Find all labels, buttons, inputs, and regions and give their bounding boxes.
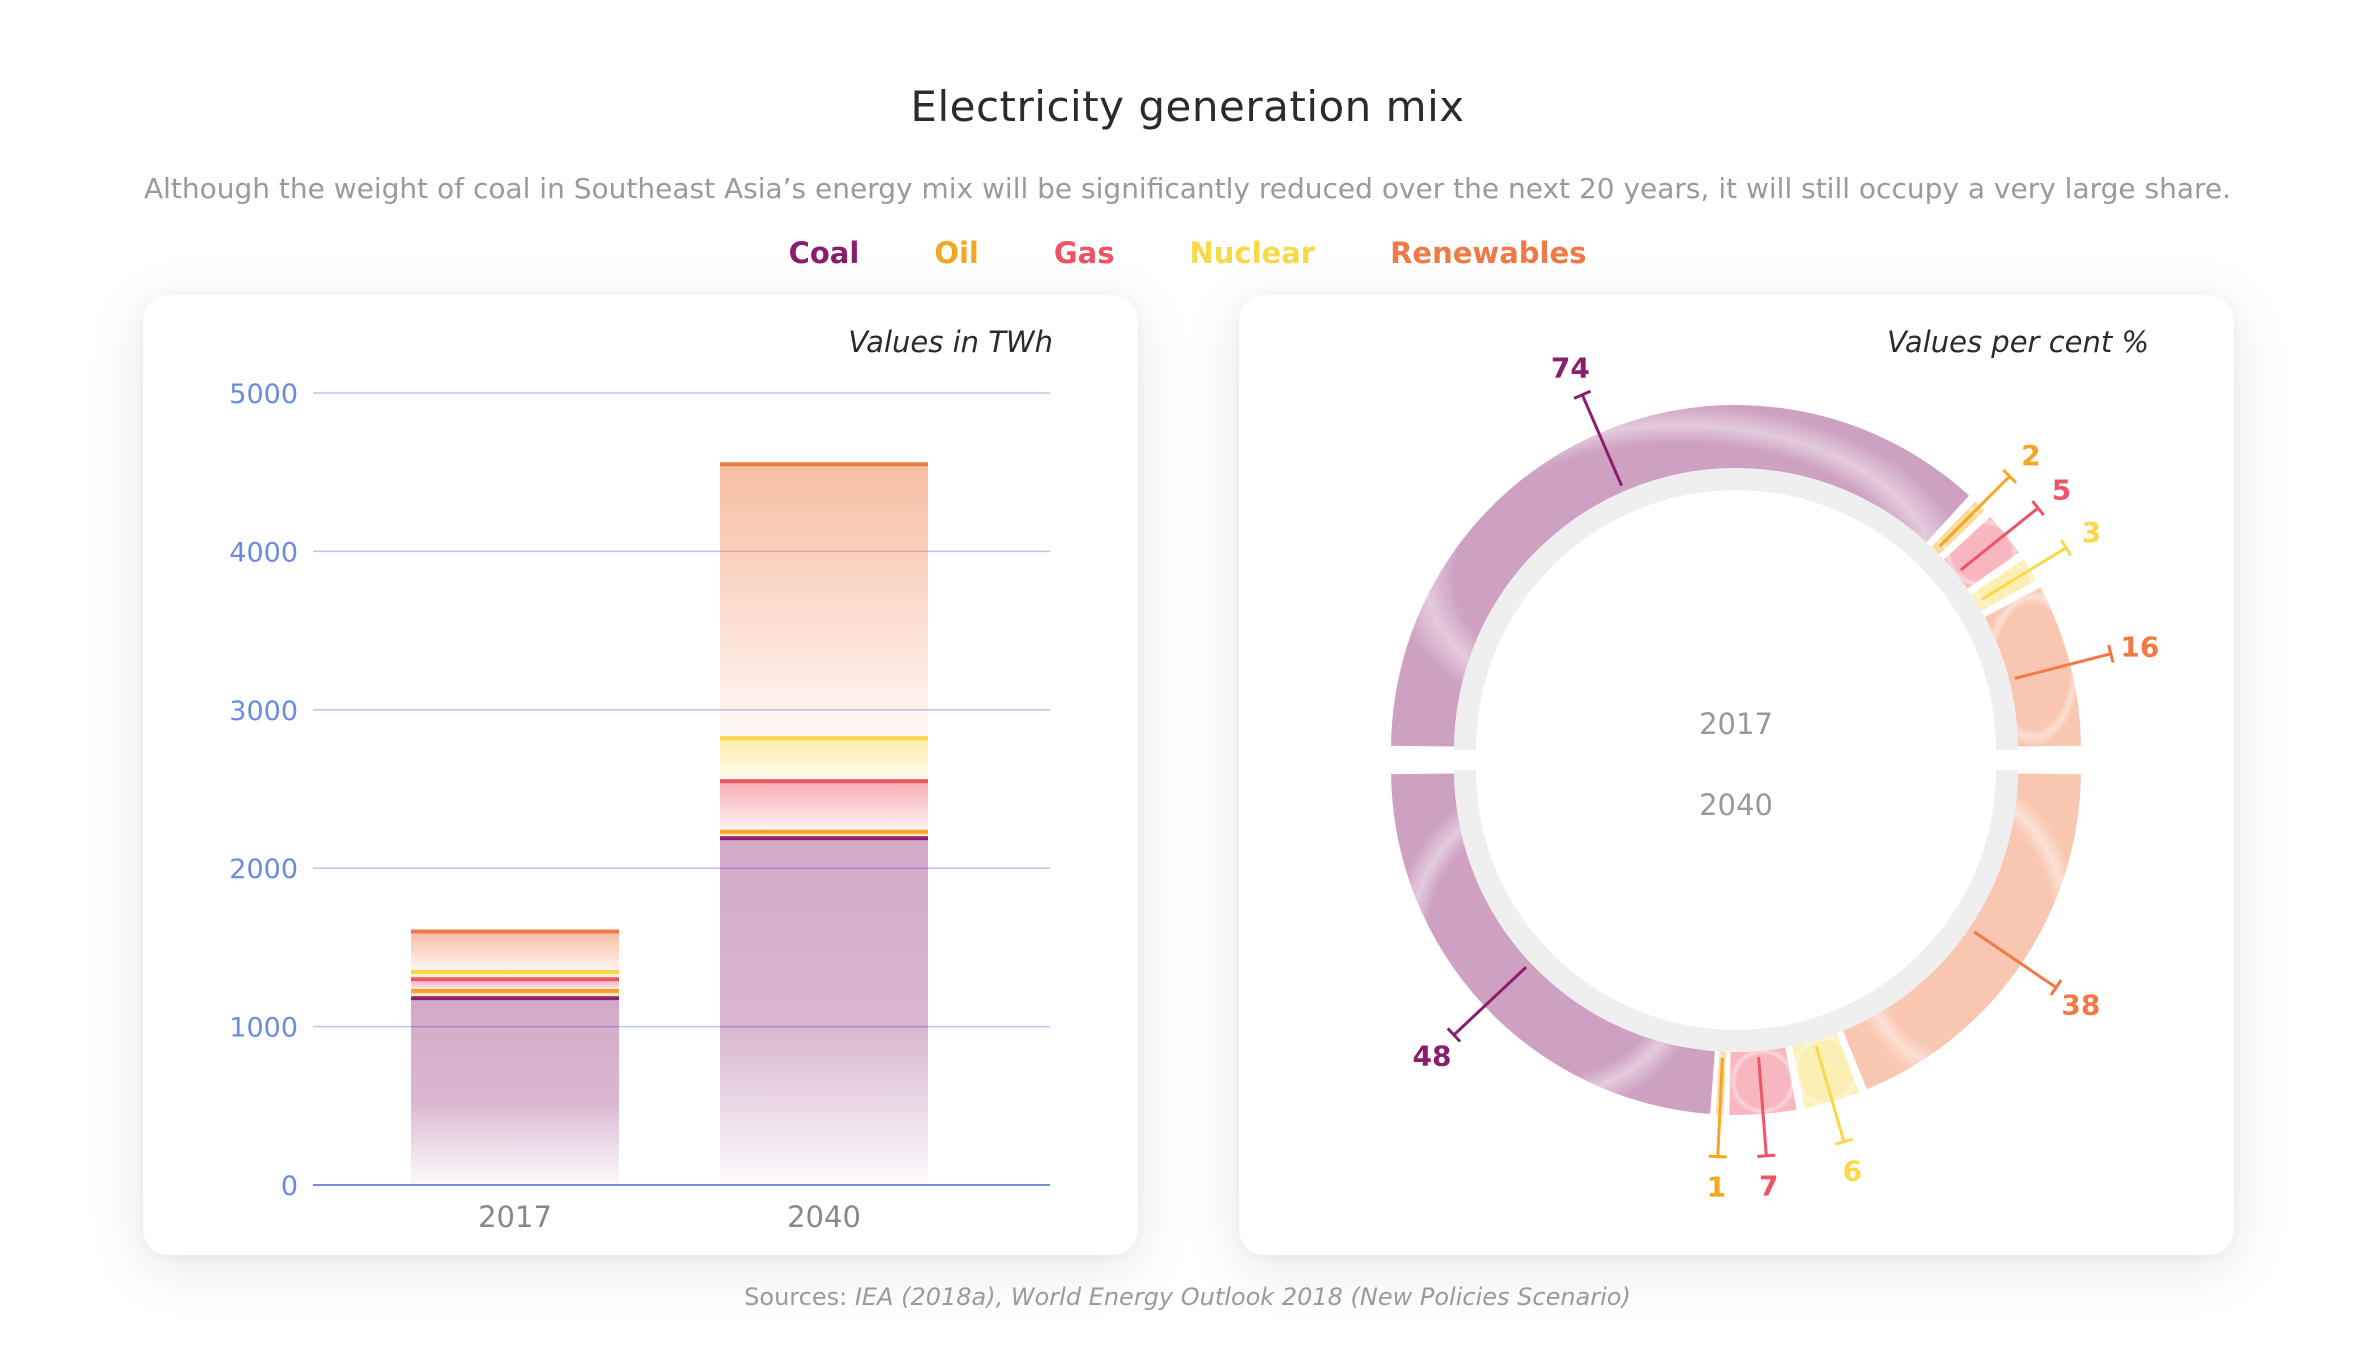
bar-segment-coal-2017: [411, 998, 619, 1185]
legend-item-gas: Gas: [1053, 236, 1115, 270]
y-tick-label: 2000: [229, 854, 298, 885]
bar-segment-gas-2040: [720, 781, 928, 832]
ring-segment-shade: [1843, 773, 2081, 1090]
ring-segment-shade: [1391, 773, 1715, 1115]
bar-segment-nuclear-2017: [411, 971, 619, 980]
ring-marker-cap: [2049, 979, 2063, 996]
ring-value-label: 6: [1843, 1154, 1862, 1187]
x-tick-label: 2017: [478, 1200, 552, 1234]
page-subtitle: Although the weight of coal in Southeast…: [143, 172, 2232, 205]
bar-segment-renewables-2040: [720, 464, 928, 739]
source-prefix: Sources:: [744, 1283, 855, 1311]
ring-segment-shade: [1792, 1033, 1860, 1109]
ring-marker-cap: [1446, 1027, 1462, 1043]
ring-marker-gas-2040: [1757, 1056, 1768, 1156]
legend: Coal Oil Gas Nuclear Renewables: [0, 236, 2375, 270]
ring-marker-coal-2040: [1452, 966, 1528, 1037]
ring-chart-card: Values per cent % 74 2 5 3 16 2017 48 1 7 6 38 2040: [1239, 295, 2234, 1255]
legend-item-coal: Coal: [788, 236, 860, 270]
ring-marker-nuclear-2017: [1980, 546, 2067, 601]
legend-item-nuclear: Nuclear: [1189, 236, 1316, 270]
y-tick-label: 4000: [229, 537, 298, 568]
bar-segment-nuclear-2040: [720, 738, 928, 782]
ring-marker-cap: [1708, 1154, 1727, 1159]
bar-segment-oil-2040: [720, 831, 928, 839]
ring-inner-disc: [1476, 770, 1996, 1030]
ring-marker-renewables-2040: [1973, 930, 2057, 989]
ring-year-label: 2040: [1699, 788, 1773, 822]
ring-value-label: 1: [1707, 1171, 1726, 1204]
ring-value-label: 38: [2061, 988, 2100, 1021]
source-text: IEA (2018a), World Energy Outlook 2018 (…: [854, 1283, 1631, 1311]
ring-segment-shade: [1729, 1047, 1797, 1115]
ring-marker-gas-2017: [1959, 506, 2039, 572]
ring-value-label: 48: [1413, 1039, 1452, 1072]
ring-marker-cap: [1757, 1153, 1776, 1159]
x-tick-label: 2040: [787, 1200, 861, 1234]
ring-segment-shade: [1984, 587, 2081, 747]
ring-value-label: 2: [2021, 439, 2040, 472]
bar-chart: 0 1000 2000 3000 4000 5000 2017 2040: [229, 379, 1050, 1234]
y-tick-label: 0: [281, 1171, 298, 1202]
bar-segment-coal-2040: [720, 838, 928, 1185]
ring-chart: 74 253 16 2017 48 1 7 6 38 2040: [1391, 351, 2159, 1204]
ring-marker-cap: [2002, 468, 2018, 484]
ring-marker-cap: [2059, 539, 2072, 557]
y-tick-label: 3000: [229, 696, 298, 727]
ring-marker-cap: [1834, 1137, 1854, 1146]
source-note: Sources: IEA (2018a), World Energy Outlo…: [0, 1283, 2375, 1311]
bar-chart-note: Values in TWh: [848, 325, 1053, 359]
ring-value-label: 7: [1759, 1170, 1778, 1203]
ring-marker-oil-2017: [1938, 475, 2011, 548]
bar-segment-renewables-2017: [411, 931, 619, 972]
ring-marker-renewables-2017: [2014, 652, 2112, 680]
ring-segment-shade: [1391, 404, 1970, 747]
ring-chart-note: Values per cent %: [1886, 325, 2149, 359]
bar-chart-card: Values in TWh 0 1000 2000 3000 4000 5000 2017 2…: [143, 295, 1138, 1255]
y-tick-label: 5000: [229, 379, 298, 410]
bar-segment-oil-2017: [411, 990, 619, 999]
ring-value-label: 74: [1551, 351, 1590, 384]
ring-inner-disc: [1476, 490, 1996, 750]
ring-marker-cap: [2031, 500, 2045, 516]
bar-segment-gas-2017: [411, 979, 619, 991]
ring-marker-oil-2040: [1716, 1057, 1724, 1157]
ring-value-label: 5: [2052, 473, 2071, 506]
page-title: Electricity generation mix: [910, 82, 1465, 131]
ring-value-label: 3: [2082, 516, 2101, 549]
ring-marker-nuclear-2040: [1814, 1046, 1846, 1143]
ring-value-label: 16: [2120, 630, 2159, 663]
ring-marker-coal-2017: [1580, 394, 1623, 487]
legend-item-oil: Oil: [934, 236, 979, 270]
ring-marker-cap: [2107, 644, 2115, 663]
legend-item-renewables: Renewables: [1390, 236, 1587, 270]
ring-marker-cap: [1573, 389, 1592, 400]
y-tick-label: 1000: [229, 1013, 298, 1044]
ring-year-label: 2017: [1699, 707, 1773, 741]
